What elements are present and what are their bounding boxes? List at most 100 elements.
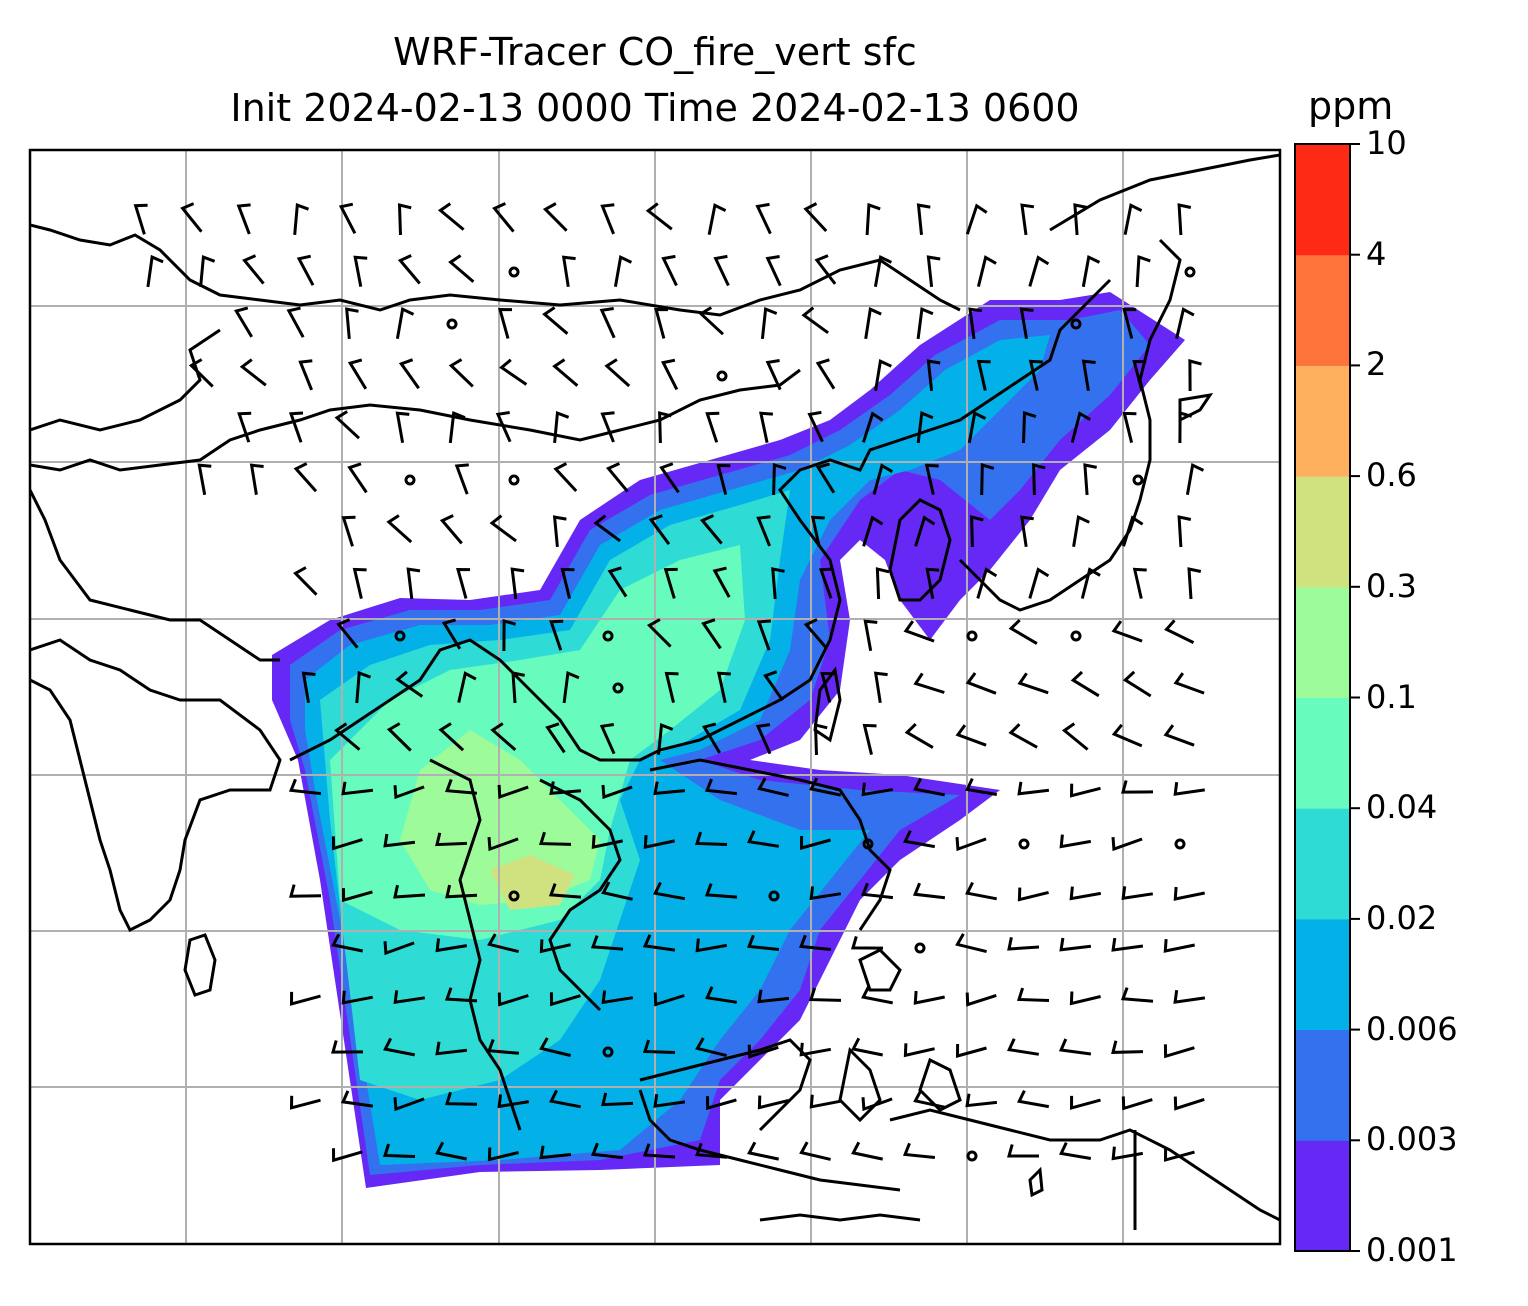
wind-barb	[341, 990, 373, 1005]
wind-barb	[772, 462, 787, 496]
wind-barb	[1122, 670, 1152, 698]
wind-barb	[695, 938, 728, 953]
wind-barb	[965, 203, 988, 235]
wind-barb	[386, 722, 412, 752]
wind-barb	[976, 255, 997, 287]
calm-wind-marker	[966, 1150, 978, 1162]
wind-barb	[861, 782, 894, 797]
wind-barb	[809, 886, 842, 901]
wind-barb	[600, 203, 615, 235]
wind-barb	[347, 462, 368, 494]
wind-barb	[712, 566, 731, 598]
calm-wind-marker	[914, 942, 926, 954]
wind-barb	[445, 778, 478, 795]
wind-barb	[902, 829, 936, 849]
wind-barb	[590, 935, 624, 951]
wind-barb	[347, 358, 368, 390]
wind-barb	[441, 618, 462, 650]
wind-barb	[654, 307, 669, 339]
wind-barb	[955, 724, 987, 747]
wind-barb	[664, 671, 679, 703]
wind-barb	[902, 1142, 936, 1159]
wind-barb	[1008, 723, 1038, 749]
wind-barb	[607, 566, 628, 598]
wind-barb	[1175, 307, 1195, 339]
wind-barb	[1173, 1096, 1205, 1111]
wind-barb	[1058, 1038, 1092, 1056]
wind-barb	[747, 1044, 779, 1059]
colorbar-segment	[1295, 697, 1350, 809]
wind-barb	[1069, 783, 1101, 798]
wind-barb	[903, 620, 935, 643]
wind-barb	[552, 515, 567, 548]
wind-barb	[1173, 672, 1205, 695]
calm-wind-marker	[508, 474, 520, 486]
wind-barb	[706, 1096, 737, 1111]
wind-barb	[1111, 836, 1143, 852]
wind-barb	[382, 1143, 416, 1158]
wind-barb	[457, 671, 477, 703]
wind-barb	[342, 888, 373, 903]
wind-barb	[1111, 1040, 1144, 1054]
wind-barb	[815, 358, 836, 390]
wind-barb	[851, 1037, 883, 1057]
wind-barb	[757, 989, 790, 1004]
calm-wind-marker	[394, 630, 406, 642]
wind-barb	[916, 203, 931, 236]
wind-barb	[1032, 463, 1046, 496]
colorbar-unit: ppm	[1308, 84, 1394, 128]
colorbar-tick-label: 0.006	[1366, 1009, 1458, 1048]
wind-barb	[1173, 886, 1205, 901]
wind-barb	[435, 1141, 467, 1161]
wind-barb	[613, 254, 633, 288]
wind-barb	[234, 306, 253, 338]
calm-wind-marker	[768, 890, 780, 902]
wind-barb	[1122, 307, 1137, 339]
wind-barb	[799, 835, 831, 850]
wind-barb	[188, 358, 214, 388]
wind-barb	[448, 358, 474, 388]
wind-barb	[236, 203, 251, 235]
wind-barb	[293, 566, 318, 596]
wind-barb	[393, 785, 425, 800]
gridlines	[30, 150, 1280, 1244]
wind-barb	[716, 671, 731, 704]
wind-barb	[301, 671, 316, 704]
wind-barb	[1008, 619, 1038, 645]
wind-barb	[1111, 1146, 1144, 1161]
wind-barb	[492, 202, 515, 233]
wind-barb	[199, 255, 216, 288]
wind-barb	[1017, 781, 1050, 796]
wind-barb	[653, 781, 686, 796]
wind-barb	[542, 202, 568, 232]
wind-barb	[599, 723, 616, 755]
wind-barb	[874, 359, 892, 392]
colorbar	[1294, 143, 1360, 1252]
wind-barb	[926, 255, 941, 288]
wind-barb	[863, 619, 878, 652]
wind-barb	[1028, 359, 1043, 391]
calm-wind-marker	[1174, 838, 1186, 850]
wind-barb	[1178, 411, 1193, 444]
wind-barb	[383, 1037, 415, 1057]
wind-barb	[913, 672, 945, 694]
wind-barb	[1059, 834, 1092, 849]
calm-wind-marker	[1132, 474, 1144, 486]
wind-barb	[860, 882, 894, 900]
wind-barb	[289, 1095, 321, 1110]
wind-barb	[809, 1094, 841, 1109]
wind-barb	[1016, 987, 1050, 1002]
wind-barb	[967, 410, 987, 444]
wind-barb	[648, 514, 671, 545]
wind-barb	[604, 358, 631, 388]
wind-barb	[757, 1095, 789, 1110]
wind-barb	[239, 358, 267, 387]
wind-barb	[338, 202, 357, 234]
wind-barb	[820, 671, 835, 703]
wind-barb	[497, 1094, 530, 1109]
wind-barb	[704, 883, 738, 899]
wind-barb	[861, 411, 884, 443]
wind-barb	[798, 934, 832, 951]
calm-wind-marker	[1070, 630, 1082, 642]
wind-barb	[808, 987, 842, 1002]
